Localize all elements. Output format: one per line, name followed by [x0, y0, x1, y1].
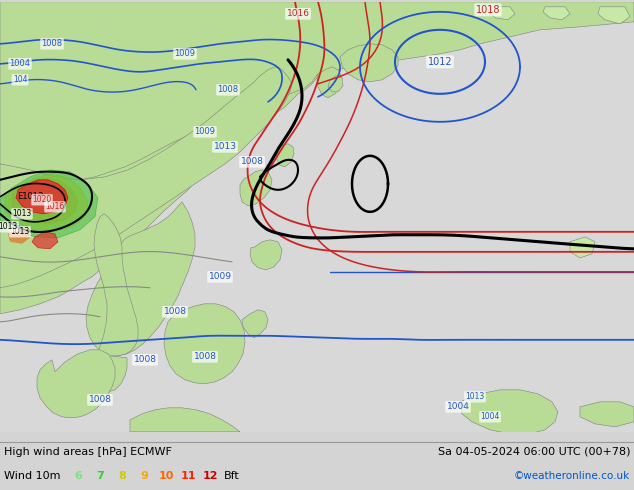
Text: High wind areas [hPa] ECMWF: High wind areas [hPa] ECMWF — [4, 447, 172, 457]
Text: 12: 12 — [202, 471, 217, 481]
Text: 1018: 1018 — [476, 5, 500, 15]
Polygon shape — [543, 7, 570, 20]
Text: 1004: 1004 — [446, 402, 469, 411]
Text: Bft: Bft — [224, 471, 240, 481]
Text: 11: 11 — [180, 471, 196, 481]
Text: 1008: 1008 — [164, 307, 186, 317]
Text: 9: 9 — [140, 471, 148, 481]
Text: 1008: 1008 — [134, 355, 157, 365]
Text: 6: 6 — [74, 471, 82, 481]
Text: 1009: 1009 — [174, 49, 195, 58]
Polygon shape — [250, 240, 282, 270]
Text: 8: 8 — [118, 471, 126, 481]
Polygon shape — [37, 350, 115, 418]
Text: 1013: 1013 — [465, 392, 484, 401]
Polygon shape — [340, 44, 398, 82]
Polygon shape — [164, 304, 245, 384]
Text: 7: 7 — [96, 471, 104, 481]
Text: Sa 04-05-2024 06:00 UTC (00+78): Sa 04-05-2024 06:00 UTC (00+78) — [437, 447, 630, 457]
Polygon shape — [16, 180, 68, 214]
Polygon shape — [242, 310, 268, 338]
Polygon shape — [317, 67, 342, 98]
Text: Wind 10m: Wind 10m — [4, 471, 60, 481]
Polygon shape — [8, 228, 30, 244]
Polygon shape — [12, 178, 78, 224]
Text: 1004: 1004 — [10, 59, 30, 68]
Text: 1004: 1004 — [481, 412, 500, 421]
Polygon shape — [0, 170, 98, 238]
Text: 1016: 1016 — [46, 202, 65, 211]
Text: 1013: 1013 — [10, 227, 30, 236]
Text: 104: 104 — [13, 75, 27, 84]
Polygon shape — [328, 76, 343, 92]
Text: 1009: 1009 — [209, 272, 231, 281]
Text: 1013: 1013 — [13, 209, 32, 219]
Text: 10: 10 — [158, 471, 174, 481]
Polygon shape — [0, 2, 318, 314]
Text: 1008: 1008 — [41, 39, 63, 49]
Polygon shape — [488, 7, 515, 20]
Text: 1009: 1009 — [195, 127, 216, 136]
Polygon shape — [276, 144, 294, 167]
Text: 1008: 1008 — [240, 157, 264, 166]
Polygon shape — [580, 402, 634, 427]
Polygon shape — [32, 232, 58, 249]
Text: 1012: 1012 — [428, 57, 452, 67]
Polygon shape — [0, 67, 292, 288]
Text: 1016: 1016 — [287, 9, 309, 18]
Text: E1013: E1013 — [17, 192, 43, 201]
Polygon shape — [94, 214, 138, 392]
Text: 1013: 1013 — [0, 222, 18, 231]
Polygon shape — [5, 174, 88, 232]
Polygon shape — [86, 202, 195, 356]
Text: 1020: 1020 — [32, 196, 51, 204]
Polygon shape — [130, 408, 240, 432]
Text: ©weatheronline.co.uk: ©weatheronline.co.uk — [514, 471, 630, 481]
Polygon shape — [570, 237, 595, 258]
Text: 1008: 1008 — [89, 395, 112, 404]
Text: 1008: 1008 — [217, 85, 238, 95]
Polygon shape — [598, 7, 630, 24]
Polygon shape — [460, 390, 558, 434]
Polygon shape — [240, 170, 272, 206]
Text: 1013: 1013 — [214, 142, 236, 151]
Text: 1008: 1008 — [193, 352, 216, 361]
Polygon shape — [0, 2, 634, 180]
